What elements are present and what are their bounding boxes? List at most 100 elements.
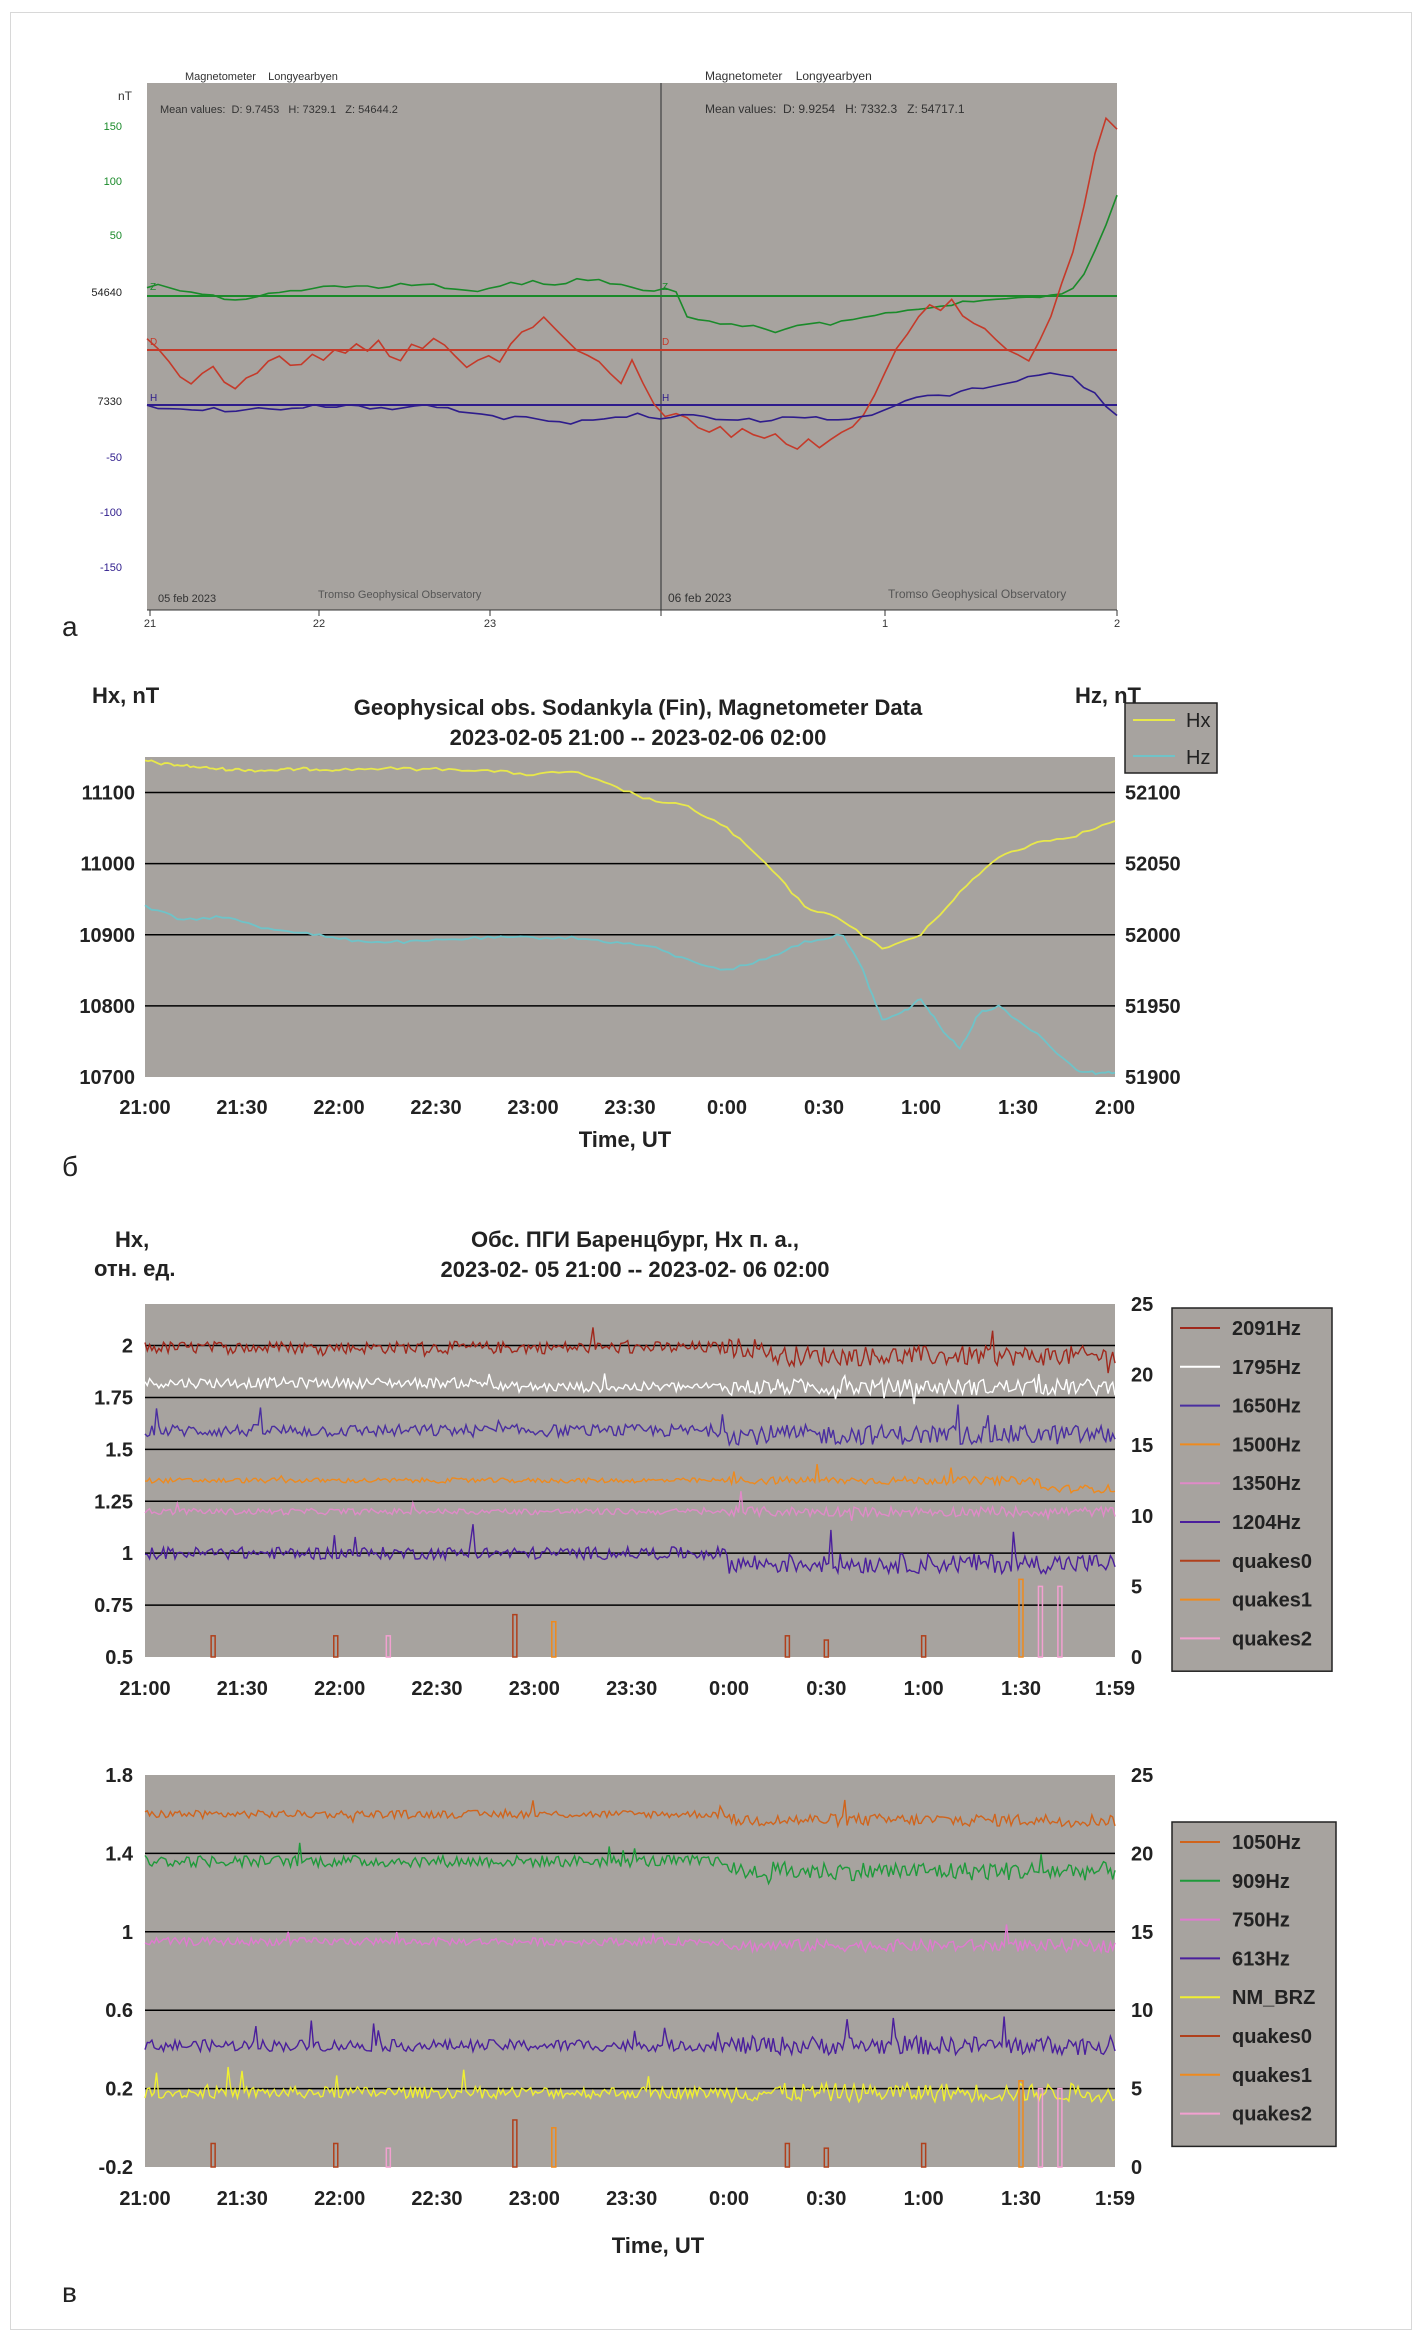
quake-bar (1018, 2080, 1024, 2168)
x-tick-label: 0:30 (806, 1678, 846, 1700)
quake-bar (385, 1635, 392, 1658)
y2-tick-label: 10 (1131, 2000, 1153, 2022)
legend-label: quakes0 (1232, 1551, 1312, 1573)
panel-c1-title: Обс. ПГИ Баренцбург, Нх п. а., (471, 1227, 799, 1252)
panel-c2-legend: 1050Hz 909Hz 750Hz 613Hz NM_BRZ quakes0 quakes… (1171, 1821, 1337, 2148)
x-tick-label: 1:00 (904, 1678, 944, 1700)
series-line-1050hz (144, 1799, 1116, 1829)
x-tick-label: 21:30 (216, 1097, 267, 1119)
panel-c1-legend: 2091Hz 1795Hz 1650Hz 1500Hz 1350Hz 1204Hz quak… (1171, 1307, 1333, 1672)
quake-bar (920, 1635, 927, 1658)
panel-a-ylabel: nT (118, 89, 133, 103)
series-line-hz (144, 904, 1116, 1076)
x-tick-label: 23:00 (509, 2188, 560, 2210)
panel-c1-ylabel-1: Hx, (115, 1227, 149, 1252)
quake-bar (920, 2142, 927, 2168)
quake-bar (551, 1620, 557, 1658)
panel-b-series (144, 759, 1116, 1076)
series-marker-d: D (150, 337, 157, 348)
legend-label: NM_BRZ (1232, 1987, 1315, 2009)
panel-a-right-credit: Tromso Geophysical Observatory (888, 587, 1066, 601)
quake-bar (512, 1613, 518, 1658)
panel-a: nT Magnetometer Longyearbyen Mean values… (62, 69, 1120, 642)
quake-bar (823, 2147, 830, 2168)
panel-letter-b: б (62, 1151, 78, 1182)
quake-bar (512, 2119, 518, 2168)
x-tick-label: 21:00 (119, 1678, 170, 1700)
legend-label: 1795Hz (1232, 1357, 1301, 1379)
panel-c1-ylabel-2: отн. ед. (94, 1256, 176, 1281)
y2-tick-label: 5 (1131, 1576, 1142, 1598)
legend-label: 750Hz (1232, 1910, 1290, 1932)
panel-a-series: Z D H Z D H (146, 116, 1118, 451)
y-tick-label: -150 (100, 562, 122, 574)
y-tick-label: 1.4 (105, 1843, 134, 1865)
series-line-613hz (144, 2016, 1116, 2057)
x-tick-label: 22:30 (411, 2188, 462, 2210)
quake-bar (210, 2142, 216, 2168)
panel-a-reference-lines (147, 295, 1117, 406)
panel-b-title: Geophysical obs. Sodankyla (Fin), Magnet… (354, 695, 923, 720)
panel-a-left-credit: Tromso Geophysical Observatory (318, 589, 482, 601)
x-tick-label: 23:30 (606, 1678, 657, 1700)
legend-label: 1050Hz (1232, 1832, 1301, 1854)
y-tick-label: 1 (122, 1543, 133, 1565)
panel-letter-c: в (62, 2277, 77, 2308)
panel-c2-grid (145, 1852, 1115, 2090)
panel-c1-ticks: 2 1.75 1.5 1.25 1 0.75 0.5 25 20 15 10 5 0 21:00 21:30… (94, 1294, 1153, 1700)
panel-c1-grid (145, 1344, 1115, 1606)
panel-a-right-date: 06 feb 2023 (668, 591, 732, 605)
panel-b-grid (145, 791, 1115, 1007)
series-line-1204hz (144, 1524, 1116, 1576)
y-tick-label: 0.75 (94, 1595, 133, 1617)
y-tick-label: 1.5 (105, 1439, 133, 1461)
legend-label: 1350Hz (1232, 1473, 1301, 1495)
y2-tick-label: 52050 (1125, 854, 1181, 876)
y2-tick-label: 0 (1131, 2157, 1142, 2179)
y2-tick-label: 51900 (1125, 1067, 1181, 1089)
panel-c2-series (144, 1799, 1116, 2104)
series-marker-h: H (662, 393, 669, 404)
quake-bar (784, 1635, 791, 1658)
y2-tick-label: 15 (1131, 1435, 1153, 1457)
legend-label: 1650Hz (1232, 1396, 1301, 1418)
y-tick-label: 100 (104, 176, 122, 188)
series-line-1795hz (144, 1373, 1116, 1405)
quake-bar (1037, 2087, 1044, 2168)
y-tick-label: 0.2 (105, 2079, 133, 2101)
legend-label: 909Hz (1232, 1871, 1290, 1893)
x-tick-label: 21:30 (217, 2188, 268, 2210)
panel-a-right-title: Magnetometer Longyearbyen (705, 69, 872, 83)
quake-bar (333, 2142, 339, 2168)
y-tick-label: 7330 (98, 396, 122, 408)
x-tick-label: 23 (484, 618, 496, 630)
panel-a-left-title: Magnetometer Longyearbyen (185, 71, 338, 83)
panel-b-subtitle: 2023-02-05 21:00 -- 2023-02-06 02:00 (450, 725, 827, 750)
legend-label: 2091Hz (1232, 1318, 1301, 1340)
y-tick-label: -50 (106, 452, 122, 464)
quake-bar (1057, 2087, 1063, 2168)
x-tick-label: 23:30 (606, 2188, 657, 2210)
x-tick-label: 0:00 (709, 2188, 749, 2210)
panel-a-left-mean: Mean values: D: 9.7453 H: 7329.1 Z: 5464… (160, 104, 398, 116)
panel-b-ylabel: Hx, nT (92, 683, 160, 708)
y2-tick-label: 25 (1131, 1294, 1153, 1316)
panel-c1-plot-bg (145, 1304, 1115, 1657)
y-tick-label: 0.5 (105, 1647, 133, 1669)
panel-a-plot-bg (147, 83, 1117, 610)
x-tick-label: 22:00 (314, 2188, 365, 2210)
y-tick-label: 1 (122, 1922, 133, 1944)
x-tick-label: 2:00 (1095, 1097, 1135, 1119)
y-tick-label: 0.6 (105, 2000, 133, 2022)
series-marker-d: D (662, 337, 669, 348)
x-tick-label: 22 (313, 618, 325, 630)
panel-a-right-mean: Mean values: D: 9.9254 H: 7332.3 Z: 5471… (705, 102, 965, 116)
series-marker-z: Z (150, 282, 156, 293)
x-tick-label: 1:59 (1095, 1678, 1135, 1700)
panel-c2-plot-bg (145, 1775, 1115, 2167)
y-tick-label: 11100 (82, 783, 135, 805)
series-line-d (146, 116, 1118, 451)
y2-tick-label: 52000 (1125, 925, 1181, 947)
x-tick-label: 1:00 (904, 2188, 944, 2210)
